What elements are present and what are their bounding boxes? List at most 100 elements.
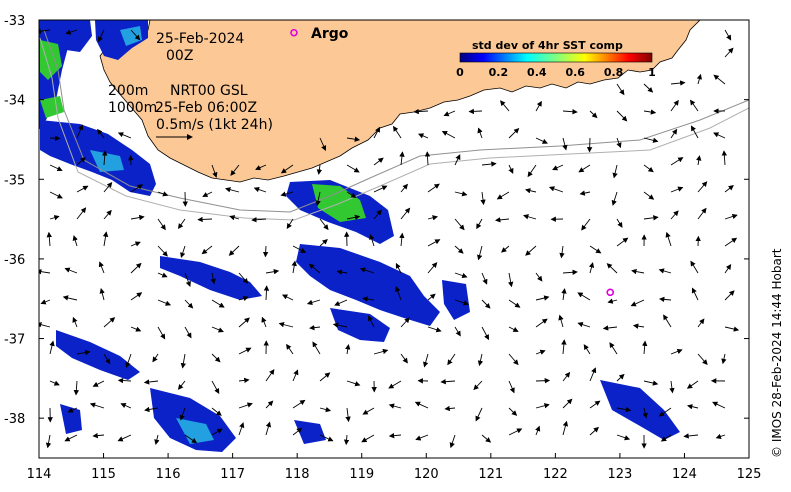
current-vector-arrow: [589, 245, 602, 254]
current-vector-arrow: [427, 293, 436, 301]
current-vector-arrow: [373, 157, 384, 166]
lon-tick-label: 118: [285, 467, 310, 482]
current-vector-arrow: [130, 326, 142, 332]
current-vector-arrow: [454, 218, 465, 231]
current-vector-arrow: [643, 380, 659, 386]
current-vector-arrow: [72, 316, 78, 328]
current-vector-arrow: [76, 124, 84, 139]
isobath-1000m: [39, 37, 749, 221]
current-vector-arrow: [117, 132, 132, 139]
current-vector-arrow: [49, 215, 60, 221]
current-vector-arrow: [73, 380, 80, 396]
current-vector-arrow: [508, 326, 519, 332]
current-vector-arrow: [427, 239, 441, 247]
current-vector-arrow: [663, 314, 672, 328]
current-vector-arrow: [210, 272, 216, 285]
current-vector-arrow: [670, 99, 679, 112]
current-vector-arrow: [477, 353, 484, 367]
current-vector-arrow: [154, 434, 160, 445]
current-vector-arrow: [306, 299, 321, 305]
current-vector-arrow: [265, 400, 274, 409]
current-vector-arrow: [495, 217, 510, 223]
current-vector-arrow: [583, 344, 591, 355]
current-vector-arrow: [552, 164, 564, 171]
current-vector-arrow: [414, 401, 429, 409]
current-vector-arrow: [39, 28, 51, 34]
current-vector-arrow: [535, 272, 543, 282]
current-vector-arrow: [696, 73, 702, 85]
current-vector-arrow: [228, 245, 240, 256]
current-vector-arrow: [508, 272, 514, 288]
current-vector-arrow: [616, 434, 631, 441]
current-vector-arrow: [76, 185, 89, 193]
current-vector-arrow: [286, 218, 294, 229]
current-vector-arrow: [642, 407, 648, 419]
current-vector-arrow: [713, 74, 726, 85]
current-vector-arrow: [49, 191, 63, 199]
current-vector-arrow: [49, 340, 55, 355]
lat-tick-label: -37: [4, 333, 25, 348]
lat-tick-label: -36: [4, 253, 25, 268]
current-vector-arrow: [319, 372, 331, 382]
current-vector-arrow: [292, 427, 303, 436]
current-vector-arrow: [589, 367, 597, 382]
current-vector-arrow: [336, 269, 348, 275]
current-vector-arrow: [444, 405, 456, 412]
current-vector-arrow: [659, 296, 672, 303]
lat-tick-label: -35: [4, 173, 25, 188]
current-vector-arrow: [395, 262, 402, 274]
current-vector-arrow: [373, 185, 388, 193]
current-vector-arrow: [393, 125, 402, 139]
current-vector-arrow: [642, 340, 648, 355]
current-vector-arrow: [562, 398, 573, 409]
plot-frame: [38, 19, 750, 459]
current-vector-arrow: [579, 190, 591, 196]
current-vector-arrow: [99, 288, 105, 301]
current-vector-arrow: [72, 235, 78, 247]
colorbar-tick-label: 0.2: [489, 66, 509, 79]
current-vector-arrow: [45, 434, 52, 449]
current-vector-arrow: [562, 137, 568, 151]
current-vector-arrow: [64, 434, 78, 442]
current-vector-arrow: [117, 434, 132, 442]
current-vector-arrow: [577, 322, 591, 328]
current-vector-arrow: [309, 324, 321, 331]
current-vector-arrow: [721, 353, 727, 365]
credit-text: © IMOS 28-Feb-2024 14:44 Hobart: [770, 248, 784, 458]
date-label: 25-Feb-2024: [156, 31, 244, 47]
current-vector-arrow: [238, 347, 252, 355]
current-vector-arrow: [658, 268, 672, 274]
current-vector-arrow: [670, 210, 679, 220]
current-vector-arrow: [211, 353, 221, 363]
current-vector-arrow: [589, 426, 599, 436]
current-vector-arrow: [562, 371, 571, 382]
lat-tick-label: -34: [4, 94, 25, 109]
current-vector-arrow: [440, 378, 456, 385]
colorbar-tick-label: 0: [456, 66, 464, 79]
current-vector-arrow: [480, 191, 486, 206]
current-vector-arrow: [211, 407, 222, 416]
colorbar-tick-label: 1: [648, 66, 656, 79]
current-vector-arrow: [670, 348, 683, 355]
current-vector-arrow: [157, 326, 166, 340]
current-vector-arrow: [319, 137, 327, 152]
current-vector-arrow: [130, 292, 143, 301]
current-vector-arrow: [157, 299, 172, 306]
current-vector-arrow: [373, 209, 382, 220]
current-vector-arrow: [157, 245, 168, 257]
current-vector-arrow: [49, 164, 63, 172]
current-vector-arrow: [362, 407, 375, 415]
current-vector-arrow: [447, 353, 456, 366]
current-vector-arrow: [724, 47, 734, 58]
current-vector-arrow: [103, 182, 113, 193]
current-vector-arrow: [508, 428, 523, 436]
current-vector-arrow: [724, 237, 738, 247]
current-vector-arrow: [724, 213, 738, 220]
lon-tick-label: 114: [27, 467, 52, 482]
current-vector-arrow: [102, 150, 108, 166]
current-vector-arrow: [130, 29, 141, 41]
current-vector-arrow: [481, 299, 491, 309]
colorbar: std dev of 4hr SST comp 0 0.2 0.4 0.6 0.8 1: [456, 39, 656, 79]
current-vector-arrow: [670, 128, 678, 139]
current-vector-arrow: [508, 127, 520, 139]
